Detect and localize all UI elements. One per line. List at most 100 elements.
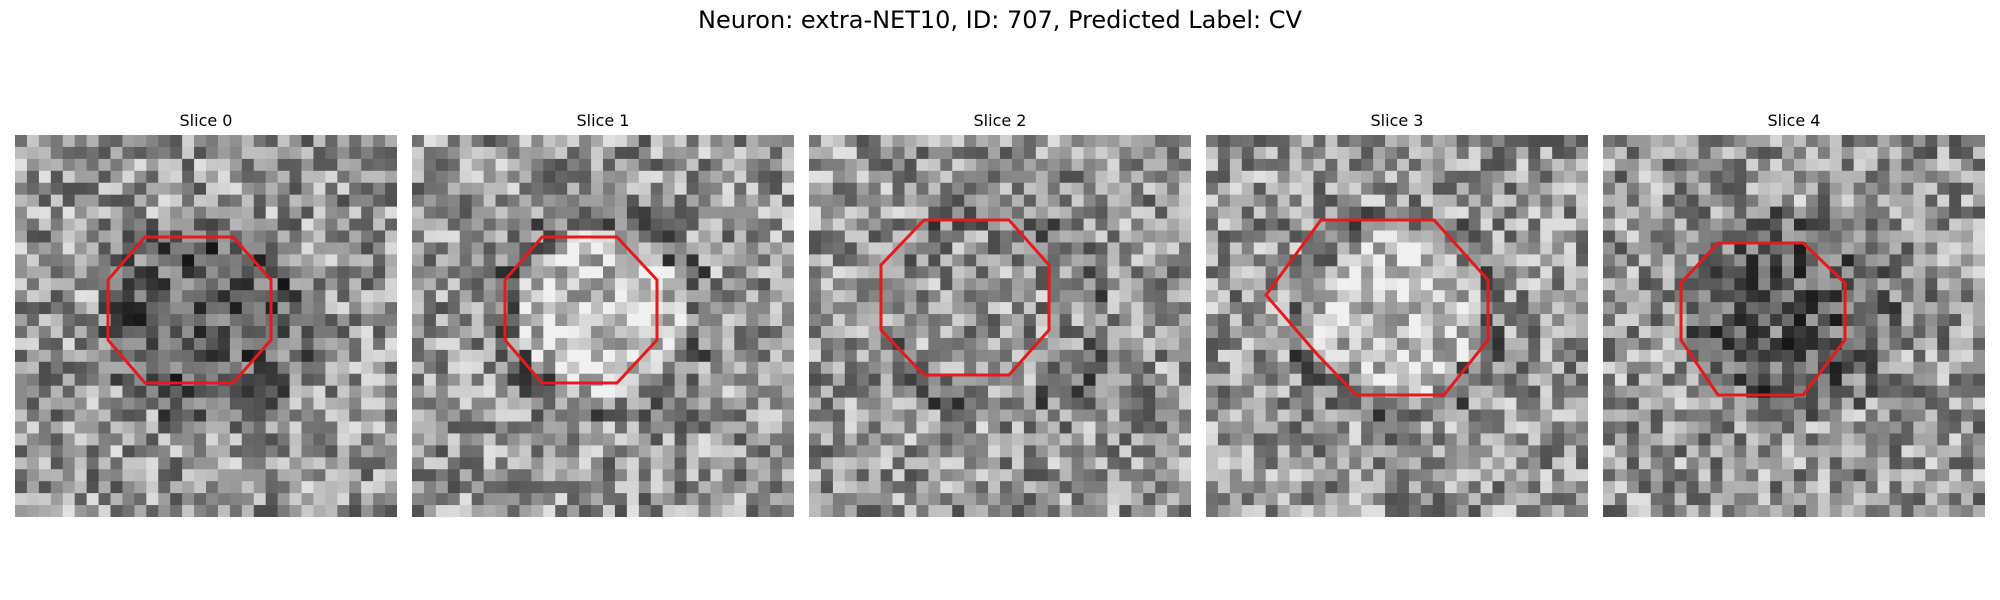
image-pixel bbox=[1155, 219, 1168, 232]
image-pixel bbox=[857, 457, 870, 470]
image-pixel bbox=[484, 457, 497, 470]
image-pixel bbox=[639, 433, 652, 446]
image-pixel bbox=[770, 398, 783, 411]
image-pixel bbox=[448, 422, 461, 435]
image-pixel bbox=[1131, 242, 1144, 255]
image-pixel bbox=[1842, 159, 1855, 172]
image-pixel bbox=[412, 362, 425, 375]
image-pixel bbox=[579, 159, 592, 172]
image-pixel bbox=[122, 231, 135, 244]
image-pixel bbox=[337, 386, 350, 399]
image-pixel bbox=[313, 278, 326, 291]
image-pixel bbox=[1206, 350, 1219, 363]
image-pixel bbox=[1913, 326, 1926, 339]
image-pixel bbox=[1651, 422, 1664, 435]
image-pixel bbox=[833, 326, 846, 339]
image-pixel bbox=[1421, 374, 1434, 387]
image-pixel bbox=[230, 135, 243, 148]
image-pixel bbox=[1433, 254, 1446, 267]
image-pixel bbox=[1254, 386, 1267, 399]
image-pixel bbox=[1278, 469, 1291, 482]
image-pixel bbox=[87, 410, 100, 423]
image-pixel bbox=[1493, 493, 1506, 506]
image-pixel bbox=[63, 422, 76, 435]
image-pixel bbox=[254, 481, 267, 494]
image-pixel bbox=[87, 350, 100, 363]
image-pixel bbox=[699, 290, 712, 303]
image-pixel bbox=[555, 326, 568, 339]
image-pixel bbox=[1770, 219, 1783, 232]
image-pixel bbox=[1179, 433, 1191, 446]
image-pixel bbox=[1373, 254, 1386, 267]
image-pixel bbox=[278, 469, 291, 482]
image-pixel bbox=[1973, 290, 1985, 303]
image-pixel bbox=[1842, 362, 1855, 375]
image-pixel bbox=[1901, 278, 1914, 291]
image-pixel bbox=[1949, 135, 1962, 148]
image-pixel bbox=[361, 195, 374, 208]
image-pixel bbox=[1516, 326, 1529, 339]
image-pixel bbox=[1445, 278, 1458, 291]
image-pixel bbox=[170, 410, 183, 423]
image-pixel bbox=[1167, 219, 1180, 232]
image-pixel bbox=[1290, 374, 1303, 387]
image-pixel bbox=[615, 147, 628, 160]
image-pixel bbox=[302, 314, 315, 327]
image-pixel bbox=[591, 326, 604, 339]
image-pixel bbox=[543, 254, 556, 267]
image-pixel bbox=[508, 398, 521, 411]
image-pixel bbox=[1949, 386, 1962, 399]
image-pixel bbox=[508, 290, 521, 303]
image-pixel bbox=[675, 326, 688, 339]
image-pixel bbox=[194, 219, 207, 232]
image-pixel bbox=[266, 350, 279, 363]
image-pixel bbox=[111, 505, 124, 517]
image-pixel bbox=[869, 398, 882, 411]
image-pixel bbox=[484, 362, 497, 375]
image-pixel bbox=[579, 362, 592, 375]
image-pixel bbox=[543, 505, 556, 517]
image-pixel bbox=[39, 493, 52, 506]
image-pixel bbox=[1072, 350, 1085, 363]
image-pixel bbox=[1722, 433, 1735, 446]
image-pixel bbox=[1770, 350, 1783, 363]
image-pixel bbox=[1576, 338, 1588, 351]
image-pixel bbox=[27, 445, 40, 458]
image-pixel bbox=[881, 183, 894, 196]
image-pixel bbox=[1603, 326, 1616, 339]
image-pixel bbox=[230, 326, 243, 339]
image-pixel bbox=[337, 410, 350, 423]
image-pixel bbox=[218, 326, 231, 339]
image-pixel bbox=[218, 183, 231, 196]
image-pixel bbox=[1675, 242, 1688, 255]
image-pixel bbox=[1552, 386, 1565, 399]
image-pixel bbox=[206, 302, 219, 315]
image-pixel bbox=[1540, 445, 1553, 458]
image-pixel bbox=[1552, 505, 1565, 517]
image-pixel bbox=[1493, 171, 1506, 184]
image-pixel bbox=[1302, 410, 1315, 423]
image-pixel bbox=[809, 266, 822, 279]
image-pixel bbox=[1302, 314, 1315, 327]
image-pixel bbox=[1397, 350, 1410, 363]
image-pixel bbox=[1084, 433, 1097, 446]
image-pixel bbox=[531, 159, 544, 172]
image-pixel bbox=[1493, 362, 1506, 375]
image-pixel bbox=[230, 386, 243, 399]
image-pixel bbox=[206, 350, 219, 363]
image-pixel bbox=[1794, 183, 1807, 196]
image-pixel bbox=[1325, 314, 1338, 327]
image-pixel bbox=[496, 433, 509, 446]
image-pixel bbox=[543, 493, 556, 506]
image-pixel bbox=[412, 302, 425, 315]
image-pixel bbox=[302, 445, 315, 458]
image-pixel bbox=[111, 147, 124, 160]
image-pixel bbox=[51, 242, 64, 255]
image-pixel bbox=[809, 242, 822, 255]
image-pixel bbox=[373, 422, 386, 435]
image-pixel bbox=[1878, 433, 1891, 446]
image-pixel bbox=[555, 338, 568, 351]
image-pixel bbox=[543, 135, 556, 148]
image-pixel bbox=[448, 302, 461, 315]
image-pixel bbox=[472, 410, 485, 423]
